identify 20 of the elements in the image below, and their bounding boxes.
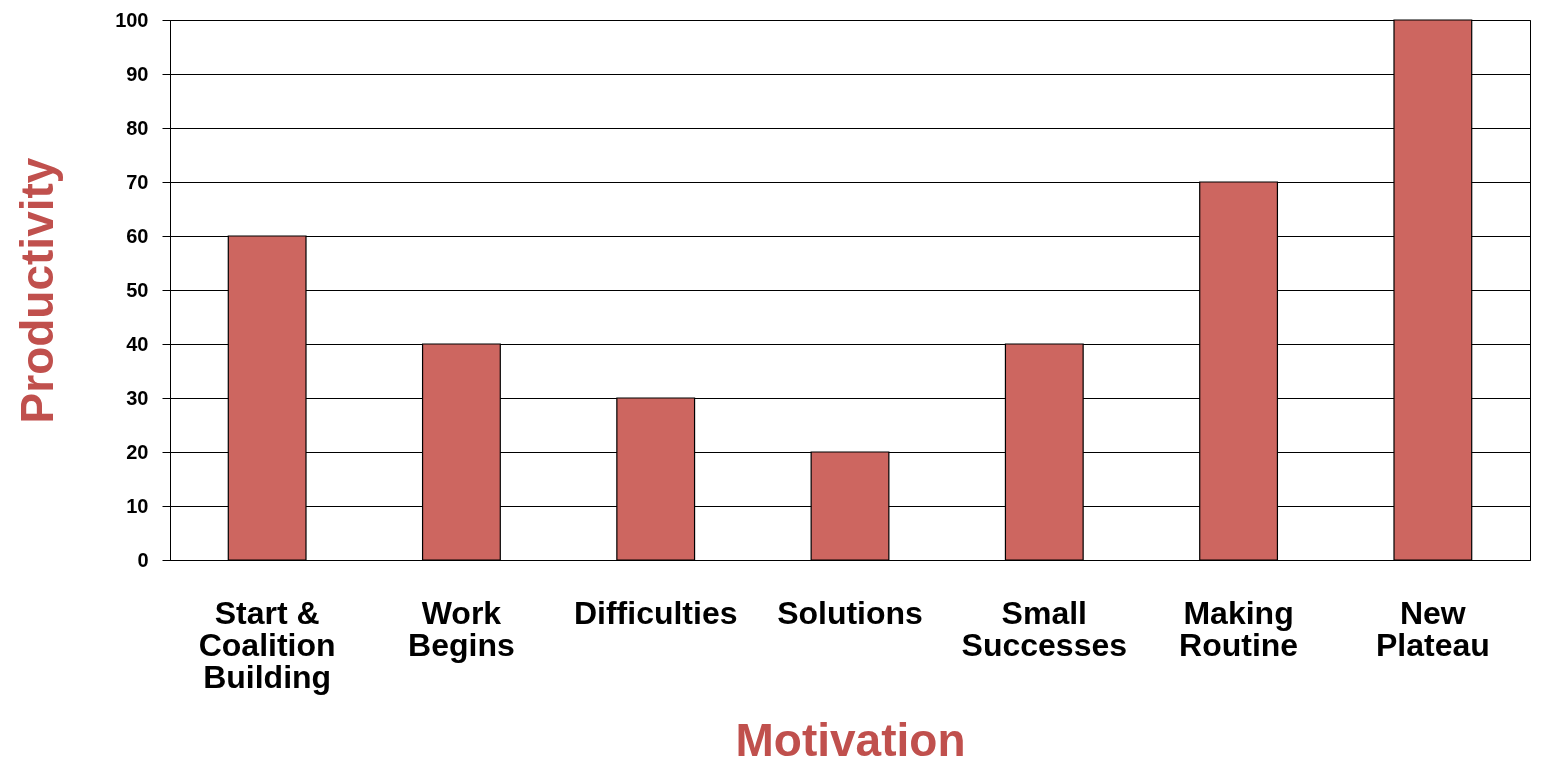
y-tick-label: 0 [137,548,149,571]
x-tick-label: New Plateau [1375,594,1490,663]
x-tick-label: Small Successes [961,594,1128,663]
y-tick-label: 80 [126,116,149,139]
x-tick-label: Work Begins [408,594,515,663]
y-tick-label: 10 [126,494,149,517]
y-tick-label: 30 [126,386,149,409]
x-tick-label: Difficulties [573,594,738,631]
x-axis-title: Motivation [735,713,966,766]
y-tick-label: 60 [126,224,149,247]
x-tick-label: Making Routine [1179,594,1299,663]
y-axis-title: Productivity [10,157,63,424]
x-tick-label: Start & Coalition Building [198,594,336,695]
y-tick-label: 100 [115,8,149,31]
y-tick-label: 40 [126,332,149,355]
x-tick-label: Solutions [777,594,923,631]
y-tick-label: 90 [126,62,149,85]
y-tick-label: 50 [126,278,149,301]
y-tick-label: 20 [126,440,149,463]
y-tick-label: 70 [126,170,149,193]
